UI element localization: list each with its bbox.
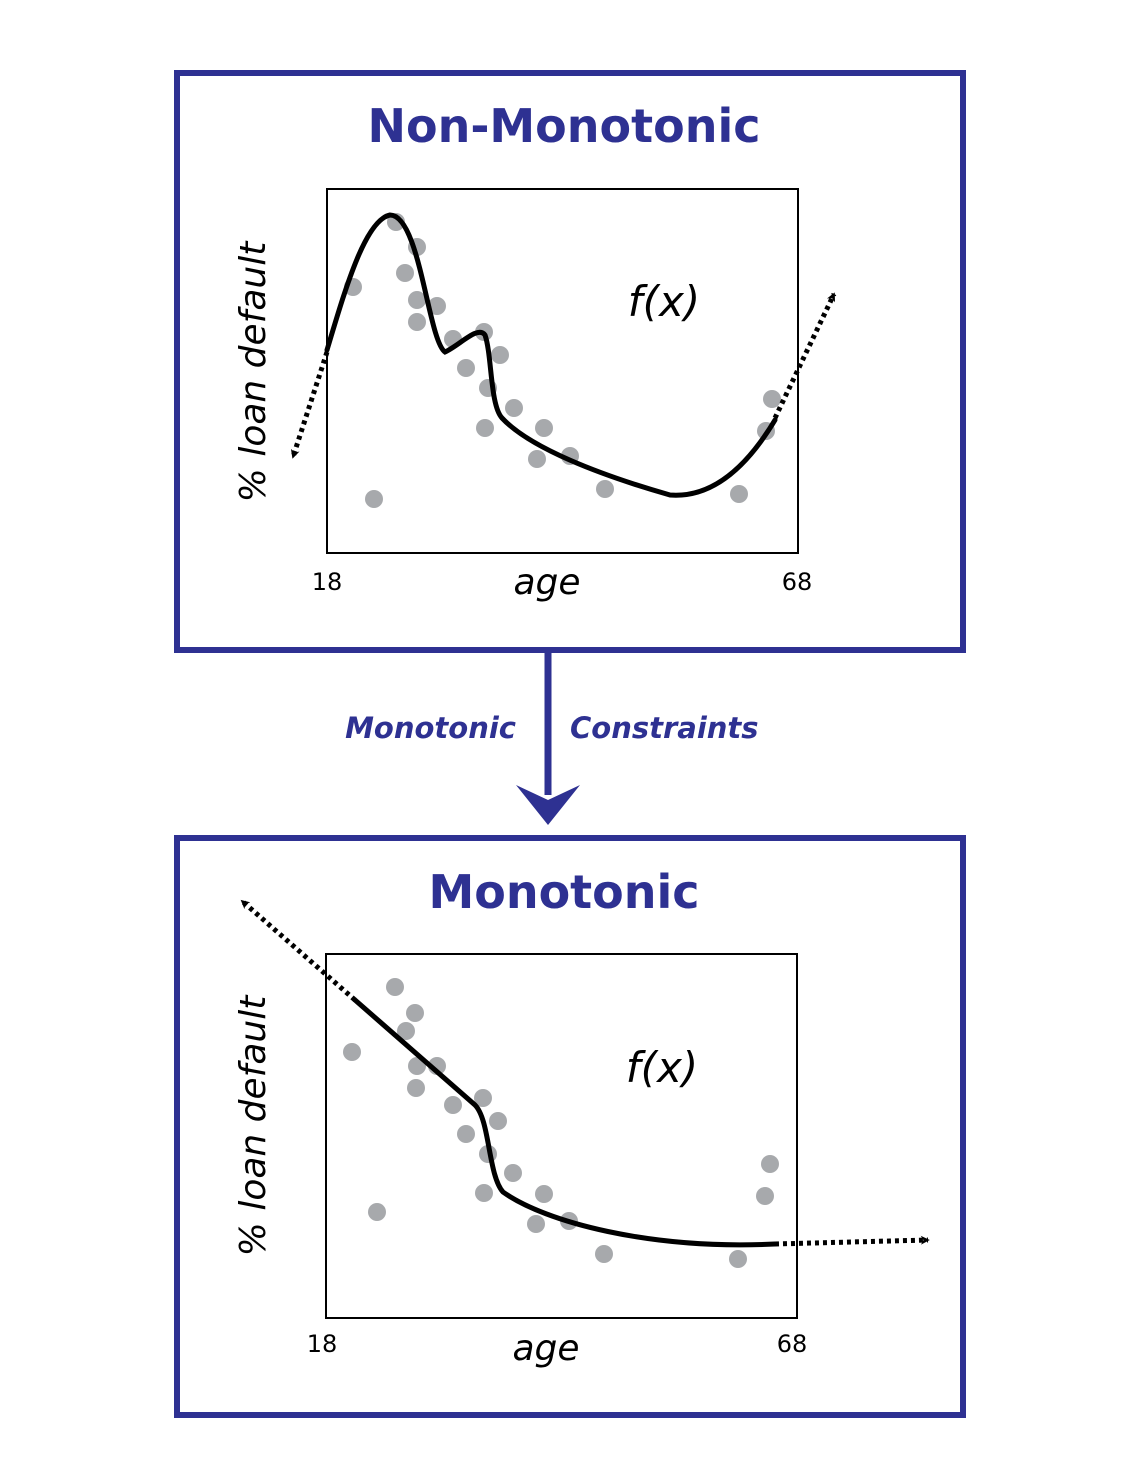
- transition-arrow: Monotonic Constraints: [345, 653, 759, 825]
- data-point: [504, 1164, 522, 1182]
- data-point: [505, 399, 523, 417]
- x-axis-label: age: [513, 562, 580, 603]
- plot-area: [325, 953, 798, 1319]
- data-point: [396, 264, 414, 282]
- data-points: [343, 978, 779, 1268]
- x-max-label: 68: [782, 568, 813, 596]
- data-point: [444, 1096, 462, 1114]
- extrapolation-left-arrow: [240, 899, 357, 1002]
- monotonic-panel: Monotonic % loan default age 18 68 f(x): [174, 835, 966, 1418]
- data-point: [535, 1185, 553, 1203]
- y-axis-label: % loan default: [233, 994, 274, 1257]
- x-axis-label: age: [512, 1328, 579, 1369]
- fitted-curve: [352, 997, 778, 1248]
- non-monotonic-panel: Non-Monotonic % loan default age 18 68 f…: [174, 70, 966, 653]
- data-point: [535, 419, 553, 437]
- data-point: [476, 419, 494, 437]
- data-point: [763, 390, 781, 408]
- panel-frame: [174, 70, 966, 653]
- data-point: [365, 490, 383, 508]
- y-axis-label: % loan default: [233, 240, 274, 503]
- x-max-label: 68: [777, 1330, 808, 1358]
- data-point: [343, 1043, 361, 1061]
- data-point: [761, 1155, 779, 1173]
- data-point: [457, 359, 475, 377]
- extrapolation-left-arrow: [290, 351, 330, 459]
- transition-arrow-head: [516, 785, 580, 825]
- function-label: f(x): [628, 277, 700, 326]
- data-point: [528, 450, 546, 468]
- data-point: [489, 1112, 507, 1130]
- panel-title: Non-Monotonic: [367, 99, 760, 153]
- transition-label-right: Constraints: [570, 711, 759, 745]
- transition-label-left: Monotonic: [345, 711, 516, 745]
- function-label: f(x): [626, 1043, 698, 1092]
- data-point: [408, 291, 426, 309]
- extrapolation-right-arrow: [772, 292, 837, 420]
- data-point: [457, 1125, 475, 1143]
- data-point: [475, 1184, 493, 1202]
- x-min-label: 18: [307, 1330, 338, 1358]
- extrapolation-right-arrow: [774, 1235, 930, 1247]
- data-point: [730, 485, 748, 503]
- data-point: [386, 978, 404, 996]
- data-point: [406, 1004, 424, 1022]
- data-point: [527, 1215, 545, 1233]
- data-point: [397, 1022, 415, 1040]
- plot-area: [326, 188, 799, 554]
- data-point: [729, 1250, 747, 1268]
- data-point: [491, 346, 509, 364]
- data-point: [595, 1245, 613, 1263]
- data-points: [344, 213, 781, 508]
- panel-title: Monotonic: [428, 865, 699, 919]
- fitted-curve: [324, 212, 778, 498]
- data-point: [756, 1187, 774, 1205]
- data-point: [428, 297, 446, 315]
- data-point: [596, 480, 614, 498]
- data-point: [407, 1079, 425, 1097]
- data-point: [408, 313, 426, 331]
- data-point: [474, 1089, 492, 1107]
- data-point: [368, 1203, 386, 1221]
- x-min-label: 18: [312, 568, 343, 596]
- panel-frame: [174, 835, 966, 1418]
